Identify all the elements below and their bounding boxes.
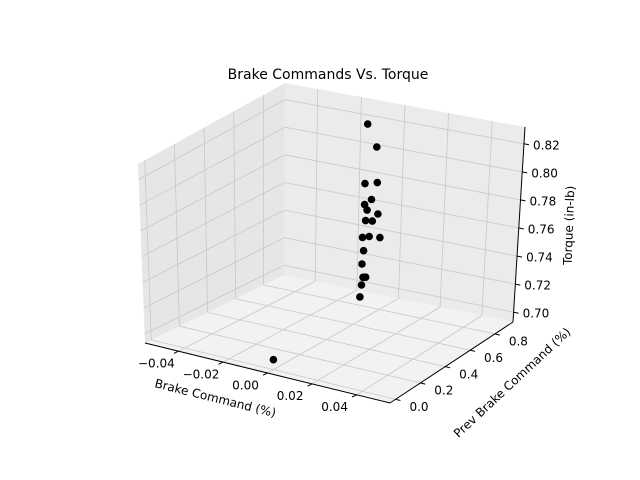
z-axis-label: Torque (in-lb) — [561, 185, 578, 266]
grid-line-x — [311, 306, 441, 385]
grid-line-z — [284, 264, 514, 313]
grid-line-z — [141, 182, 285, 258]
y-tick-mark — [469, 349, 476, 352]
grid-line-z — [284, 126, 523, 173]
x-tick-mark — [262, 372, 268, 376]
z-axis-line — [512, 126, 526, 323]
grid-line-z — [142, 209, 285, 283]
z-tick-label: 0.78 — [530, 194, 557, 208]
grid-line-x — [481, 120, 493, 316]
z-tick-mark — [522, 171, 528, 174]
x-tick-label: 0.04 — [321, 400, 348, 414]
grid-line-y — [151, 339, 396, 400]
data-points — [269, 120, 384, 364]
data-point-19 — [356, 293, 364, 301]
grid-line-z — [284, 182, 519, 229]
data-point-11 — [358, 233, 367, 242]
y-tick-mark — [494, 333, 500, 336]
ticks: −0.04 −0.02 0.00 0.02 0.04 0.0 0.2 0.4 0.6 0.8 0.7… — [138, 138, 560, 414]
z-tick-label: 0.82 — [533, 138, 560, 152]
floor-pane — [145, 275, 513, 403]
grid-line-z — [284, 154, 521, 201]
chart-title: Brake Commands Vs. Torque — [228, 67, 429, 83]
y-tick-mark — [395, 398, 401, 401]
grid-line-y — [235, 298, 471, 351]
x-tick-label: −0.02 — [183, 367, 220, 381]
grid-line-z — [138, 99, 286, 180]
z-tick-label: 0.70 — [523, 307, 550, 321]
grid-line-z — [140, 154, 285, 232]
axes-panes — [138, 83, 525, 403]
data-point-3 — [361, 179, 369, 188]
data-point-9 — [361, 216, 370, 225]
data-point-4 — [373, 178, 382, 187]
grid-line-x — [314, 88, 319, 282]
grid-line-x — [439, 112, 449, 308]
grid-line-y — [207, 312, 446, 367]
back-wall-pane — [284, 83, 525, 322]
x-tick-mark — [307, 383, 313, 387]
data-point-10 — [368, 217, 377, 225]
grid-line-z — [143, 237, 285, 309]
data-point-17 — [361, 273, 370, 282]
y-tick-label: 0.4 — [459, 367, 478, 381]
grid-line-z — [139, 126, 285, 206]
data-point-14 — [359, 246, 368, 255]
y-tick-label: 0.8 — [509, 335, 528, 349]
z-tick-label: 0.72 — [524, 279, 551, 293]
grid-lines — [138, 88, 525, 400]
grid-line-y — [174, 143, 180, 327]
z-tick-mark — [523, 143, 530, 146]
data-point-12 — [365, 232, 374, 241]
z-tick-label: 0.80 — [531, 166, 558, 180]
y-tick-label: 0.2 — [434, 384, 453, 398]
y-axis-line — [389, 321, 514, 404]
z-tick-mark — [520, 199, 526, 202]
data-point-13 — [376, 233, 384, 242]
y-tick-label: 0.0 — [409, 400, 428, 414]
y-tick-mark — [445, 366, 451, 369]
grid-line-z — [284, 209, 518, 257]
x-tick-label: −0.04 — [138, 357, 175, 371]
data-point-1 — [363, 120, 372, 128]
grid-line-z — [284, 237, 516, 285]
grid-line-z — [284, 99, 525, 145]
grid-line-y — [179, 325, 421, 384]
x-tick-mark — [218, 361, 224, 365]
x-tick-mark — [351, 394, 357, 398]
grid-line-x — [356, 315, 483, 396]
data-point-7 — [363, 206, 371, 214]
data-point-15 — [358, 260, 366, 268]
y-tick-label: 0.6 — [484, 351, 503, 365]
data-point-5 — [367, 195, 376, 204]
grid-line-y — [263, 284, 496, 335]
y-tick-mark — [420, 382, 426, 385]
grid-line-x — [267, 298, 399, 374]
z-tick-label: 0.76 — [528, 223, 555, 237]
data-point-0 — [269, 355, 278, 364]
z-tick-mark — [517, 255, 523, 258]
grid-line-x — [222, 289, 358, 363]
grid-line-x — [356, 96, 362, 291]
data-point-2 — [373, 143, 381, 151]
grid-line-y — [203, 127, 208, 313]
grid-line-y — [144, 160, 152, 340]
z-tick-mark — [515, 283, 521, 286]
data-point-18 — [357, 281, 366, 289]
x-tick-label: 0.00 — [232, 378, 259, 392]
z-tick-mark — [513, 311, 519, 314]
data-point-8 — [374, 210, 382, 218]
grid-line-z — [144, 264, 285, 335]
x-tick-mark — [173, 350, 179, 354]
z-tick-mark — [518, 227, 524, 230]
z-tick-label: 0.74 — [526, 251, 553, 265]
grid-line-x — [178, 281, 316, 352]
x-tick-label: 0.02 — [277, 389, 304, 403]
grid-line-y — [233, 111, 236, 299]
grid-line-x — [398, 104, 406, 299]
